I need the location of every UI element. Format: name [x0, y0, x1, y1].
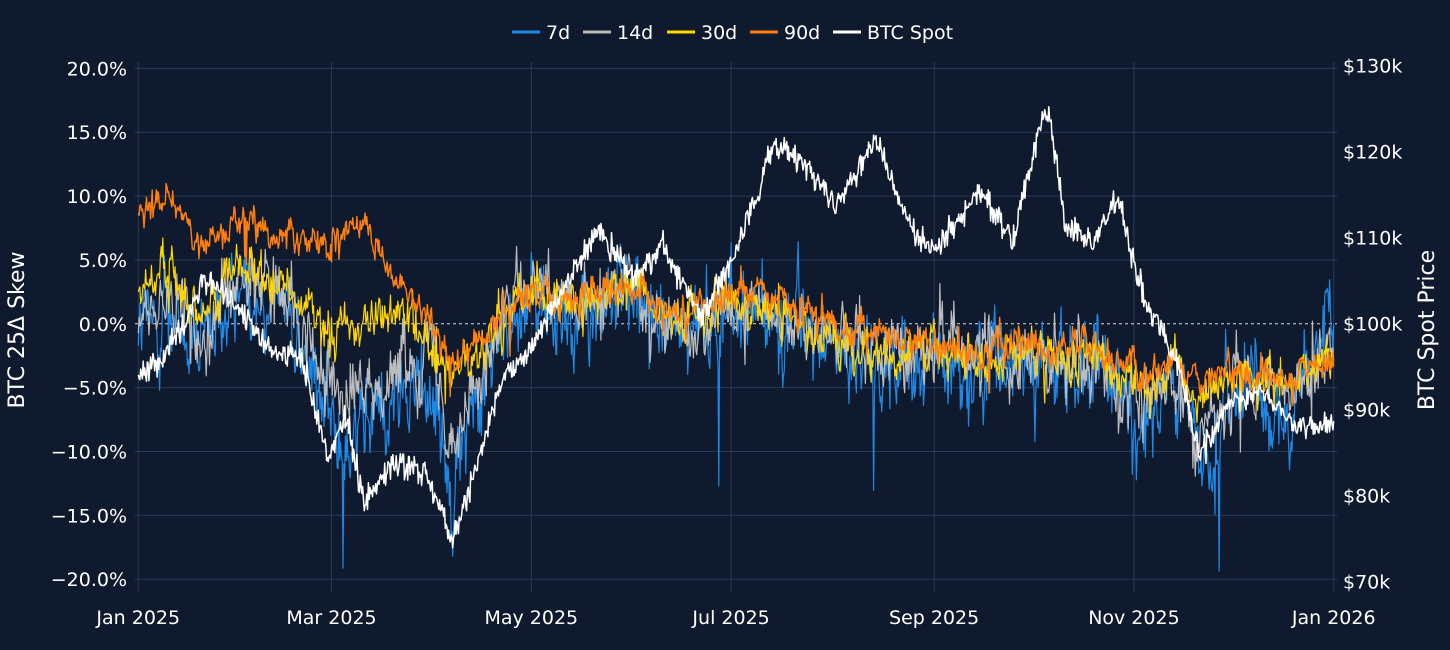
- x-tick-label: Mar 2025: [286, 607, 376, 629]
- y-right-tick-label: $100k: [1343, 314, 1402, 336]
- y-right-tick-label: $130k: [1343, 55, 1402, 77]
- x-tick-label: Jul 2025: [691, 607, 769, 629]
- series-line-7d: [137, 226, 1335, 572]
- y-right-tick-label: $80k: [1343, 486, 1390, 508]
- y-left-tick-labels: 20.0% 15.0% 10.0% 5.0% 0.0% −5.0% −10.0% −15.0%…: [51, 58, 127, 591]
- legend-label: 14d: [617, 22, 653, 44]
- legend-label: BTC Spot: [867, 22, 953, 44]
- y-left-tick-label: −10.0%: [51, 442, 127, 464]
- y-right-axis-title: BTC Spot Price: [1415, 250, 1440, 410]
- legend-item-90d[interactable]: 90d: [750, 22, 820, 44]
- y-left-axis-title: BTC 25Δ Skew: [5, 251, 30, 408]
- series-line-30d: [137, 237, 1335, 424]
- y-left-tick-label: −15.0%: [51, 505, 127, 527]
- x-tick-label: Nov 2025: [1088, 607, 1179, 629]
- y-left-tick-label: 0.0%: [79, 314, 127, 336]
- series-layer: [137, 106, 1335, 572]
- y-right-tick-labels: $130k $120k $110k $100k $90k $80k $70k: [1343, 55, 1402, 593]
- y-right-tick-label: $120k: [1343, 141, 1402, 163]
- legend-item-30d[interactable]: 30d: [667, 22, 737, 44]
- x-tick-label: Sep 2025: [889, 607, 979, 629]
- legend-item-14d[interactable]: 14d: [583, 22, 653, 44]
- y-left-tick-label: 20.0%: [67, 58, 127, 80]
- x-tick-label: Jan 2026: [1291, 607, 1376, 629]
- y-left-tick-label: 5.0%: [79, 250, 127, 272]
- x-tick-labels: Jan 2025 Mar 2025 May 2025 Jul 2025 Sep 2025…: [95, 607, 1375, 629]
- y-left-tick-label: −5.0%: [63, 378, 127, 400]
- y-left-tick-label: 15.0%: [67, 122, 127, 144]
- legend-item-7d[interactable]: 7d: [512, 22, 570, 44]
- legend-label: 90d: [784, 22, 820, 44]
- legend-item-btc-spot[interactable]: BTC Spot: [833, 22, 953, 44]
- y-right-tick-label: $70k: [1343, 572, 1390, 594]
- series-line-btc-spot: [137, 106, 1335, 549]
- legend: 7d 14d 30d 90d BTC Spot: [512, 22, 953, 44]
- y-left-tick-label: 10.0%: [67, 186, 127, 208]
- y-right-tick-label: $90k: [1343, 400, 1390, 422]
- x-tick-label: Jan 2025: [95, 607, 180, 629]
- legend-label: 7d: [546, 22, 570, 44]
- y-right-tick-label: $110k: [1343, 228, 1402, 250]
- y-left-tick-label: −20.0%: [51, 569, 127, 591]
- legend-label: 30d: [701, 22, 737, 44]
- series-line-90d: [137, 182, 1335, 407]
- x-tick-label: May 2025: [484, 607, 578, 629]
